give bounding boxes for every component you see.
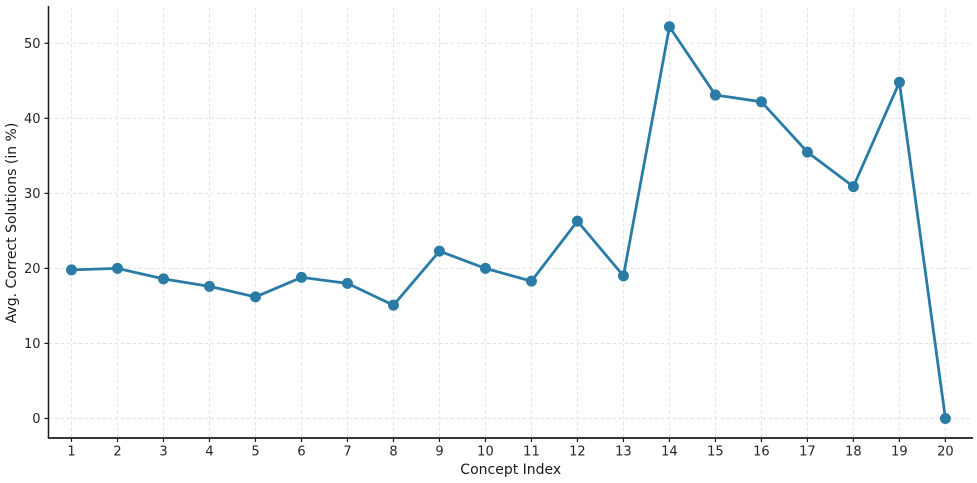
data-point [939, 412, 951, 424]
data-point [65, 264, 77, 276]
x-tick-label: 13 [615, 445, 632, 460]
x-tick-label: 11 [523, 445, 540, 460]
data-point [341, 277, 353, 289]
y-tick-label: 10 [24, 337, 41, 352]
data-point [571, 215, 583, 227]
y-axis-label: Avg. Correct Solutions (in %) [4, 123, 20, 324]
x-tick-label: 18 [845, 445, 862, 460]
data-point [479, 262, 491, 274]
data-line [70, 25, 947, 420]
x-tick-label: 5 [251, 445, 259, 460]
x-tick-label: 8 [389, 445, 397, 460]
x-axis-label: Concept Index [460, 462, 561, 478]
data-point [387, 299, 399, 311]
x-tick-label: 19 [891, 445, 908, 460]
data-point [709, 89, 721, 101]
data-point [617, 270, 629, 282]
x-tick-label: 12 [569, 445, 586, 460]
x-tick-label: 4 [205, 445, 213, 460]
x-tick-label: 6 [297, 445, 305, 460]
y-tick-label: 20 [24, 262, 41, 277]
data-point [847, 181, 859, 193]
data-point [295, 271, 307, 283]
data-point [203, 280, 215, 292]
x-tick-label: 14 [661, 445, 678, 460]
y-tick-label: 0 [32, 412, 40, 427]
data-point [111, 262, 123, 274]
x-tick-label: 7 [343, 445, 351, 460]
data-point [801, 146, 813, 158]
y-tick-label: 30 [24, 187, 41, 202]
y-tick-label: 50 [24, 37, 41, 52]
x-tick-label: 20 [937, 445, 954, 460]
data-point [755, 96, 767, 108]
x-tick-label: 10 [477, 445, 494, 460]
x-tick-label: 16 [753, 445, 770, 460]
data-point [249, 291, 261, 303]
data-point [525, 275, 537, 287]
x-tick-label: 9 [435, 445, 443, 460]
data-point [663, 21, 675, 33]
x-tick-label: 17 [799, 445, 816, 460]
data-point [893, 76, 905, 88]
y-tick-label: 40 [24, 112, 41, 127]
data-point [433, 245, 445, 257]
x-tick-label: 15 [707, 445, 724, 460]
x-tick-label: 1 [67, 445, 75, 460]
x-tick-label: 3 [159, 445, 167, 460]
data-point [157, 273, 169, 285]
x-tick-label: 2 [113, 445, 121, 460]
